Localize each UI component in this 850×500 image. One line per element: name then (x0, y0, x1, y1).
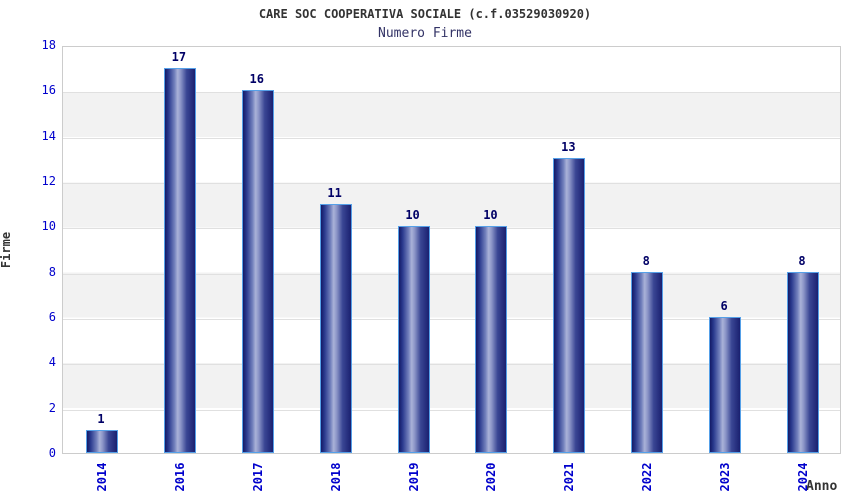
bar-2019 (397, 226, 430, 453)
x-axis-title: Anno (806, 479, 838, 494)
bar-value-label-2016: 17 (171, 49, 187, 64)
bar-2020 (475, 226, 508, 453)
gridline-y8 (63, 273, 840, 275)
bar-value-label-2014: 1 (97, 412, 105, 427)
x-tick-label-2018: 2018 (328, 462, 343, 492)
chart-title: CARE SOC COOPERATIVA SOCIALE (c.f.035290… (258, 7, 592, 21)
gridline-y12 (63, 183, 840, 184)
y-tick-label-14: 14 (41, 128, 56, 143)
bar-2022 (631, 271, 664, 453)
y-tick-label-6: 6 (48, 310, 56, 324)
x-tick-label-2014: 2014 (94, 462, 109, 492)
y-tick-label-4: 4 (48, 355, 56, 370)
bar-value-label-2017: 16 (249, 72, 264, 87)
y-tick-label-12: 12 (41, 174, 56, 188)
chart-subtitle: Numero Firme (378, 26, 472, 41)
bar-2018 (319, 203, 352, 453)
x-tick-label-2021: 2021 (562, 462, 577, 492)
bar-2016 (163, 67, 196, 453)
bar-2017 (241, 90, 274, 453)
bar-2024 (787, 271, 820, 453)
gridline-y4 (63, 364, 840, 366)
y-tick-label-2: 2 (48, 400, 56, 415)
bar-value-label-2020: 10 (483, 208, 498, 223)
bar-value-label-2018: 11 (327, 185, 342, 200)
gridline-y16 (63, 92, 840, 94)
gridline-y6 (63, 319, 840, 320)
gridline-y10 (63, 228, 840, 230)
x-tick-label-2022: 2022 (640, 462, 655, 492)
y-tick-label-0: 0 (48, 446, 56, 460)
x-tick-label-2019: 2019 (406, 462, 421, 492)
bar-2021 (553, 158, 586, 453)
gridline-y14 (63, 137, 840, 139)
bar-value-label-2023: 6 (720, 299, 728, 313)
y-tick-label-18: 18 (41, 38, 56, 52)
x-tick-label-2017: 2017 (250, 462, 265, 492)
bar-value-label-2019: 10 (405, 208, 420, 223)
x-tick-label-2023: 2023 (718, 462, 733, 492)
y-tick-label-8: 8 (48, 264, 56, 279)
bar-value-label-2022: 8 (642, 253, 650, 268)
plot-area (62, 46, 841, 454)
y-tick-label-16: 16 (41, 83, 56, 98)
y-tick-label-10: 10 (41, 219, 56, 234)
x-tick-label-2020: 2020 (484, 462, 499, 492)
bar-value-label-2024: 8 (798, 253, 806, 268)
bar-value-label-2021: 13 (561, 140, 576, 155)
bar-2023 (709, 317, 742, 453)
bar-2014 (85, 430, 118, 453)
gridline-y2 (63, 409, 840, 411)
x-tick-label-2016: 2016 (172, 462, 187, 492)
x-tick-label-2024: 2024 (796, 462, 811, 492)
